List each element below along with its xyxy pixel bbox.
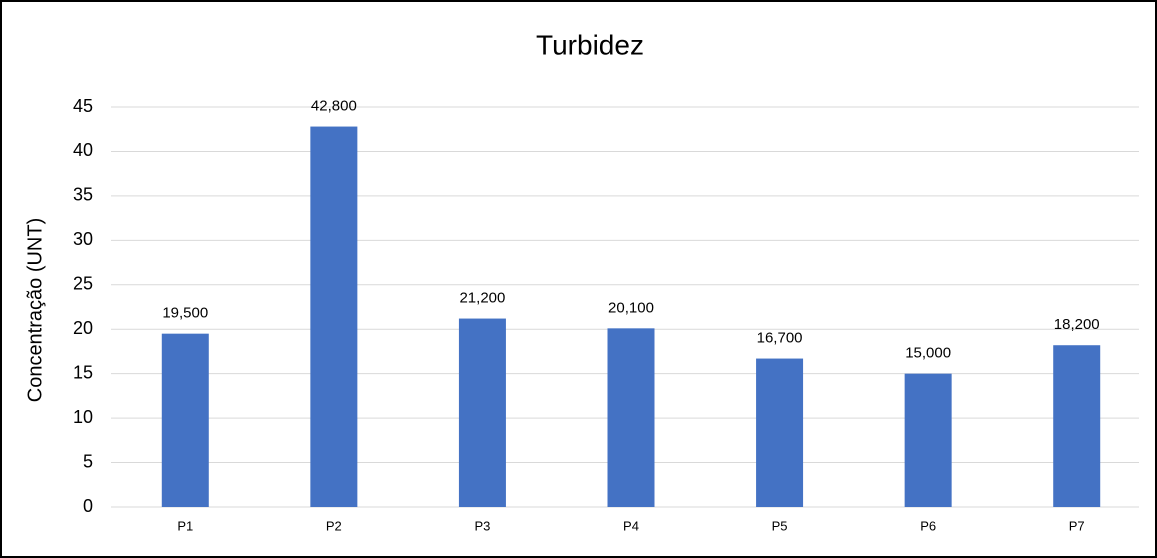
value-label: 42,800 — [311, 98, 357, 115]
y-tick-label: 30 — [73, 229, 93, 249]
bar — [161, 333, 209, 507]
x-tick-label: P4 — [623, 518, 639, 533]
y-axis-label: Concentração (UNT) — [24, 218, 46, 403]
value-label: 18,200 — [1054, 316, 1100, 333]
bar — [310, 126, 358, 508]
y-tick-label: 0 — [83, 496, 93, 516]
y-tick-label: 5 — [83, 451, 93, 471]
x-tick-label: P6 — [920, 518, 936, 533]
x-tick-label: P1 — [177, 518, 193, 533]
value-label: 19,500 — [162, 305, 208, 322]
x-tick-label: P2 — [326, 518, 342, 533]
value-label: 20,100 — [608, 299, 654, 316]
y-tick-label: 45 — [73, 96, 93, 116]
value-label: 15,000 — [905, 345, 951, 362]
y-tick-label: 10 — [73, 407, 93, 427]
bar — [756, 358, 804, 507]
y-tick-label: 20 — [73, 318, 93, 338]
x-tick-label: P7 — [1069, 518, 1085, 533]
value-label: 16,700 — [757, 330, 803, 347]
y-tick-label: 25 — [73, 274, 93, 294]
chart-title: Turbidez — [536, 29, 644, 60]
bar — [1053, 345, 1101, 507]
x-tick-label: P5 — [772, 518, 788, 533]
bar — [607, 328, 655, 507]
y-tick-label: 35 — [73, 185, 93, 205]
y-tick-label: 15 — [73, 362, 93, 382]
value-label: 21,200 — [459, 290, 505, 307]
x-tick-label: P3 — [474, 518, 490, 533]
bar — [458, 318, 506, 507]
y-tick-label: 40 — [73, 140, 93, 160]
bar — [904, 373, 952, 507]
